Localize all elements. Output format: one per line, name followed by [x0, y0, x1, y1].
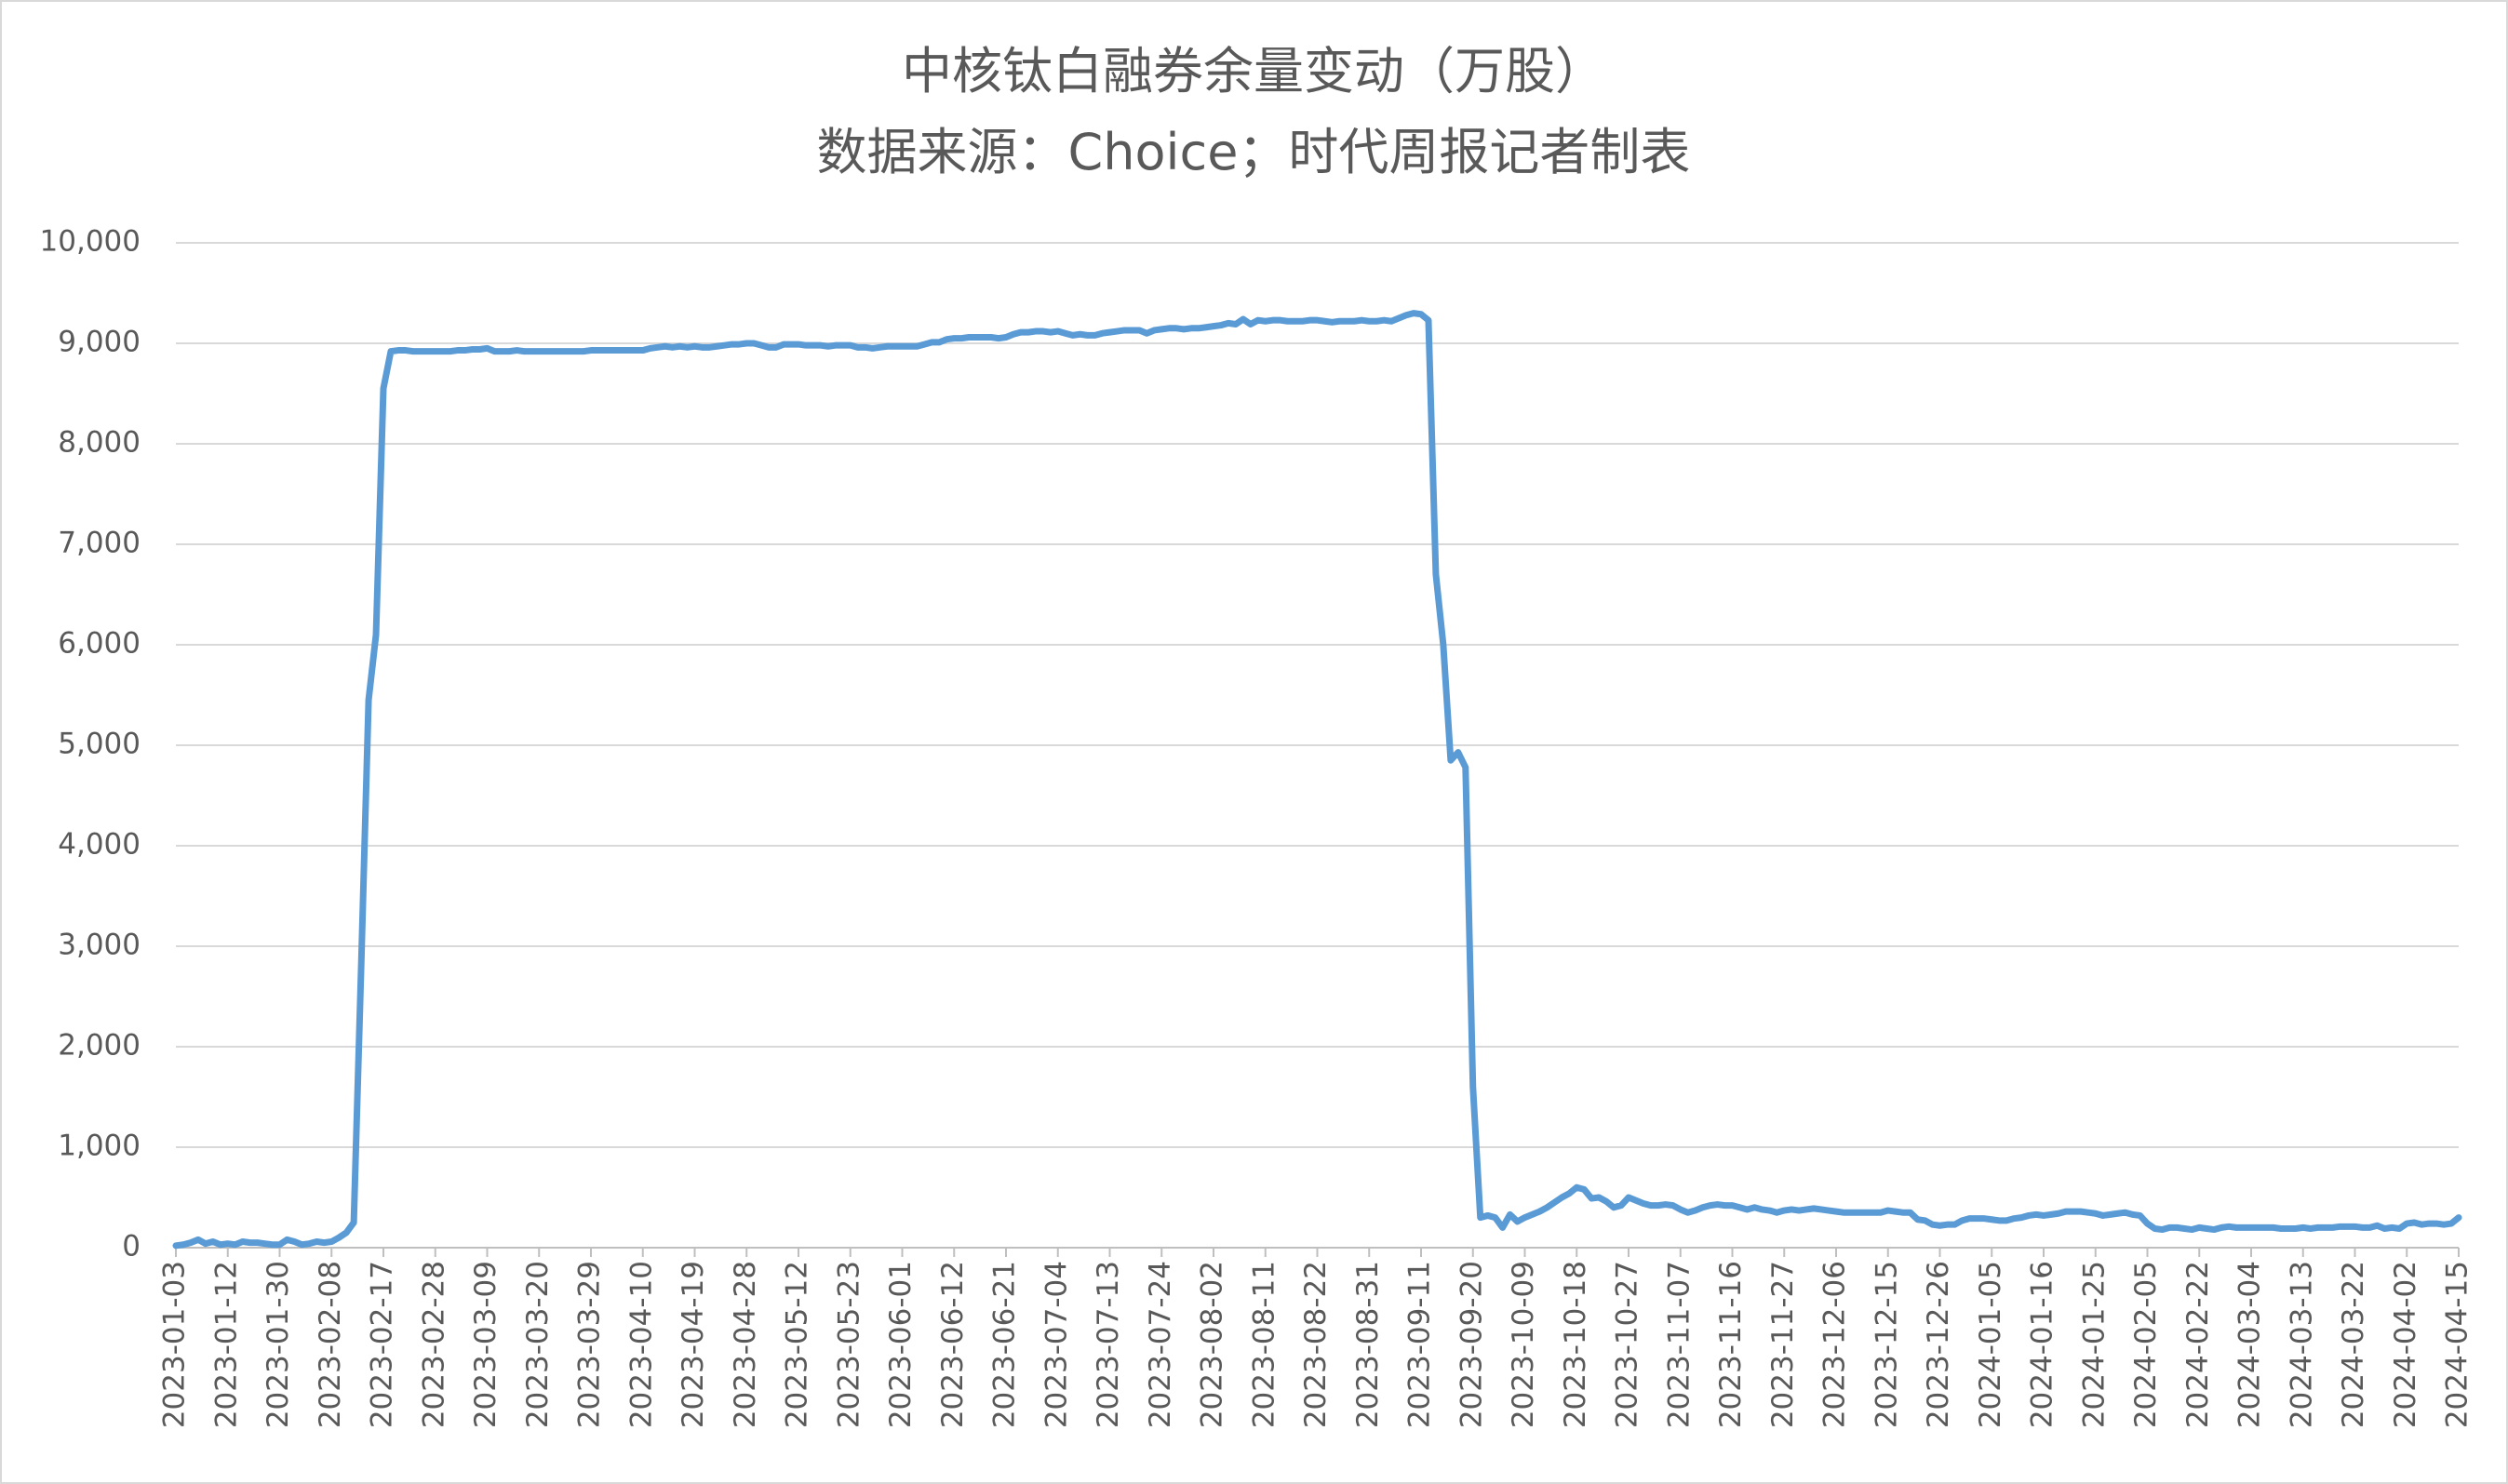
x-tick-label: 2023-01-30 [262, 1261, 295, 1428]
x-tick-label: 2023-07-04 [1039, 1261, 1073, 1428]
x-tick-label: 2024-02-05 [2129, 1261, 2163, 1428]
x-tick-label: 2024-01-25 [2077, 1261, 2111, 1428]
y-tick-label: 0 [122, 1230, 141, 1263]
x-tick-label: 2023-11-07 [1662, 1261, 1696, 1428]
x-tick-label: 2023-06-21 [988, 1261, 1022, 1428]
chart-title: 中核钛白融券余量变动（万股） [902, 42, 1605, 100]
x-tick-label: 2023-08-02 [1196, 1261, 1229, 1428]
x-tick-label: 2024-03-22 [2337, 1261, 2370, 1428]
x-tick-label: 2023-07-13 [1092, 1261, 1125, 1428]
x-tick-label: 2023-06-12 [936, 1261, 970, 1428]
x-tick-label: 2023-10-18 [1559, 1261, 1592, 1428]
x-tick-label: 2023-03-29 [573, 1261, 607, 1428]
y-tick-label: 4,000 [58, 828, 141, 862]
x-tick-label: 2024-02-22 [2181, 1261, 2215, 1428]
y-tick-label: 9,000 [58, 326, 141, 359]
x-tick-label: 2024-04-15 [2441, 1261, 2474, 1428]
x-tick-label: 2024-04-02 [2389, 1261, 2422, 1428]
y-tick-label: 3,000 [58, 929, 141, 962]
x-tick-label: 2024-03-04 [2233, 1261, 2267, 1428]
x-tick-label: 2023-01-12 [209, 1261, 243, 1428]
y-tick-label: 7,000 [58, 527, 141, 560]
y-tick-label: 10,000 [40, 225, 141, 259]
x-tick-label: 2023-02-08 [314, 1261, 347, 1428]
x-tick-label: 2023-01-03 [158, 1261, 192, 1428]
x-tick-label: 2023-09-11 [1403, 1261, 1437, 1428]
y-tick-label: 5,000 [58, 728, 141, 761]
x-tick-label: 2023-04-19 [677, 1261, 710, 1428]
x-tick-label: 2024-01-16 [2026, 1261, 2059, 1428]
chart-subtitle: 数据来源：Choice；时代周报记者制表 [817, 123, 1691, 181]
y-tick-label: 6,000 [58, 627, 141, 661]
x-tick-label: 2023-05-23 [832, 1261, 865, 1428]
x-tick-label: 2023-08-11 [1247, 1261, 1281, 1428]
x-tick-label: 2023-12-15 [1870, 1261, 1903, 1428]
x-tick-label: 2024-03-13 [2285, 1261, 2318, 1428]
y-tick-label: 8,000 [58, 426, 141, 460]
data-line [172, 310, 2462, 1250]
x-tick-label: 2023-02-28 [417, 1261, 450, 1428]
y-tick-label: 1,000 [58, 1130, 141, 1163]
y-tick-label: 2,000 [58, 1029, 141, 1063]
x-tick-label: 2023-12-06 [1818, 1261, 1852, 1428]
x-tick-label: 2023-03-20 [521, 1261, 555, 1428]
x-tick-label: 2023-05-12 [781, 1261, 814, 1428]
x-tick-label: 2023-06-01 [884, 1261, 918, 1428]
x-tick-label: 2023-07-24 [1144, 1261, 1177, 1428]
x-tick-label: 2023-02-17 [366, 1261, 399, 1428]
x-tick-label: 2024-01-05 [1974, 1261, 2007, 1428]
x-tick-label: 2023-10-09 [1507, 1261, 1540, 1428]
x-tick-label: 2023-11-27 [1766, 1261, 1800, 1428]
x-tick-label: 2023-08-22 [1299, 1261, 1333, 1428]
x-tick-label: 2023-04-28 [729, 1261, 762, 1428]
x-tick-label: 2023-03-09 [469, 1261, 503, 1428]
x-tick-label: 2023-10-27 [1611, 1261, 1644, 1428]
x-tick-label: 2023-12-26 [1922, 1261, 1955, 1428]
x-tick-label: 2023-04-10 [624, 1261, 658, 1428]
x-tick-label: 2023-11-16 [1714, 1261, 1748, 1428]
x-tick-label: 2023-08-31 [1351, 1261, 1385, 1428]
x-tick-label: 2023-09-20 [1455, 1261, 1488, 1428]
